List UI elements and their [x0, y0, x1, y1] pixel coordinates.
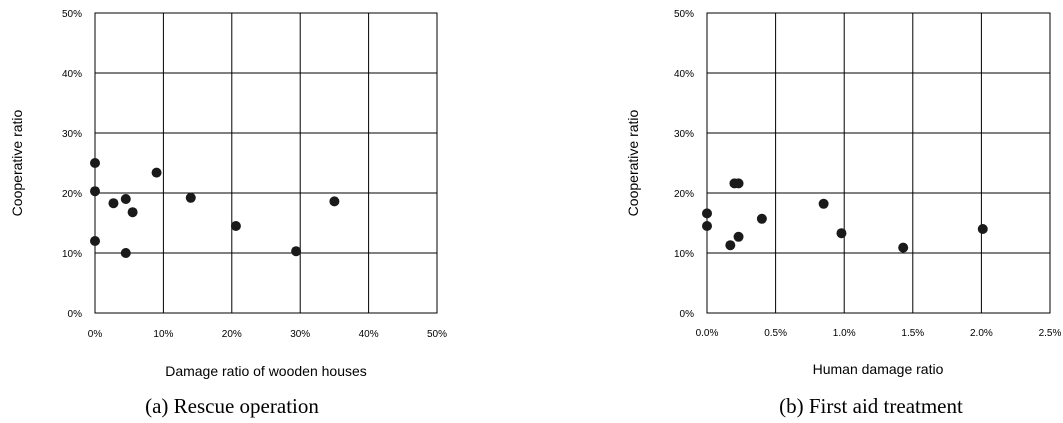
y-tick-label: 10% — [62, 249, 82, 260]
data-point — [733, 178, 744, 189]
data-point — [127, 207, 138, 218]
data-point — [151, 167, 162, 178]
plot-frame — [94, 12, 438, 314]
x-tick-label: 50% — [427, 329, 447, 340]
data-point — [120, 194, 131, 204]
data-point — [90, 186, 100, 197]
data-point — [836, 228, 847, 239]
data-point — [329, 196, 340, 207]
rescue-operation-chart: 0% 10% 20% 30% 40% 50% 0% 10% 20% 30% 40% 50% Dama… — [9, 9, 447, 418]
y-tick-label: 0% — [68, 309, 83, 320]
y-tick-labels: 0% 10% 20% 30% 40% 50% — [62, 9, 82, 320]
y-tick-label: 20% — [674, 189, 694, 200]
x-tick-label: 1.0% — [833, 328, 856, 339]
data-points — [90, 158, 340, 258]
y-axis-label: Cooperative ratio — [9, 109, 25, 216]
x-tick-label: 40% — [359, 329, 379, 340]
y-tick-label: 50% — [62, 9, 82, 20]
plot-grid — [707, 13, 1050, 313]
data-point — [230, 221, 241, 231]
x-tick-label: 2.0% — [970, 328, 993, 339]
data-point — [733, 231, 744, 242]
chart-caption: (b) First aid treatment — [779, 394, 963, 418]
y-tick-label: 30% — [62, 129, 82, 140]
y-tick-label: 10% — [674, 249, 694, 260]
x-tick-label: 30% — [290, 329, 310, 340]
y-tick-label: 40% — [674, 69, 694, 80]
data-point — [818, 198, 829, 209]
y-tick-label: 0% — [680, 309, 695, 320]
x-tick-label: 2.5% — [1039, 328, 1062, 339]
y-tick-label: 20% — [62, 189, 82, 200]
data-point — [725, 240, 736, 251]
plot-grid — [95, 13, 437, 313]
data-point — [702, 221, 712, 231]
data-point — [108, 198, 119, 209]
data-point — [702, 208, 712, 219]
x-axis-label: Human damage ratio — [813, 361, 944, 377]
x-tick-label: 0.0% — [696, 328, 719, 339]
chart-caption: (a) Rescue operation — [145, 394, 319, 418]
y-tick-label: 30% — [674, 129, 694, 140]
data-point — [291, 246, 302, 257]
plot-frame — [706, 12, 1051, 314]
first-aid-treatment-chart: 0.0% 0.5% 1.0% 1.5% 2.0% 2.5% 0% 10% 20% 30% 40% 5… — [625, 9, 1062, 418]
y-tick-labels: 0% 10% 20% 30% 40% 50% — [674, 9, 694, 320]
data-point — [90, 236, 100, 246]
data-point — [756, 213, 767, 224]
x-tick-labels: 0% 10% 20% 30% 40% 50% — [88, 329, 447, 340]
data-points — [702, 178, 988, 253]
x-tick-label: 10% — [153, 329, 173, 340]
x-tick-label: 1.5% — [901, 328, 924, 339]
data-point — [185, 192, 196, 203]
data-point — [90, 158, 100, 168]
y-tick-label: 40% — [62, 69, 82, 80]
x-tick-labels: 0.0% 0.5% 1.0% 1.5% 2.0% 2.5% — [696, 328, 1062, 339]
data-point — [120, 248, 131, 258]
data-point — [977, 224, 988, 234]
y-axis-label: Cooperative ratio — [625, 109, 641, 216]
y-tick-label: 50% — [674, 9, 694, 20]
x-axis-label: Damage ratio of wooden houses — [165, 363, 367, 379]
x-tick-label: 20% — [222, 329, 242, 340]
x-tick-label: 0% — [88, 329, 103, 340]
x-tick-label: 0.5% — [764, 328, 787, 339]
data-point — [898, 242, 909, 253]
